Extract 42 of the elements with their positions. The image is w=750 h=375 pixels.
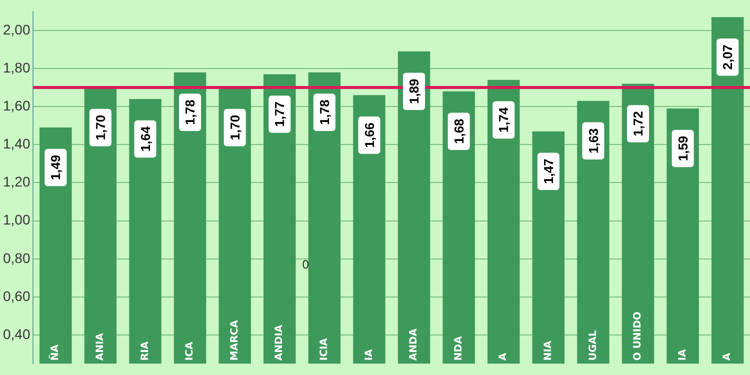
data-label: 1,66: [362, 122, 377, 148]
data-label: 1,49: [48, 154, 64, 180]
y-tick-label: 0,40: [3, 326, 30, 342]
x-tick-label: IA: [364, 348, 375, 361]
x-tick-label: ICIA: [319, 338, 330, 361]
x-tick-label: RIA: [140, 341, 151, 361]
y-tick-label: 1,60: [3, 97, 30, 114]
data-label: 1,77: [272, 102, 288, 127]
x-tick-label: UGAL: [588, 330, 599, 361]
data-label: 1,59: [675, 136, 690, 162]
data-label: 1,68: [451, 118, 466, 144]
y-tick-label: 2,00: [3, 21, 30, 38]
y-tick-label: 0,60: [3, 288, 30, 304]
x-tick-label: ANDA: [408, 328, 420, 361]
x-tick-label: ÑA: [48, 344, 62, 361]
x-tick-label: IA: [677, 348, 688, 361]
y-tick-label: 0,80: [3, 250, 30, 266]
x-tick-label: ICA: [184, 342, 196, 361]
x-tick-label: NIA: [543, 340, 554, 361]
y-tick-label: 1,80: [3, 59, 30, 76]
data-label: 1,47: [540, 158, 556, 184]
data-label: 1,63: [586, 128, 601, 154]
x-tick-label: ANDIA: [274, 324, 286, 361]
x-tick-label: O UNIDO: [632, 312, 644, 361]
data-label: 1,70: [227, 114, 242, 140]
y-tick-label: 1,20: [3, 174, 30, 190]
data-label: 1,78: [182, 100, 198, 125]
y-tick-label: 1,40: [3, 136, 30, 152]
data-label: 2,07: [720, 44, 736, 70]
x-tick-label: MARCA: [229, 320, 240, 361]
data-label: 1,72: [630, 111, 646, 136]
x-tick-label: NDA: [453, 336, 464, 361]
x-tick-label: A: [722, 352, 734, 361]
x-tick-label: A: [498, 352, 510, 361]
data-label: 1,78: [317, 100, 332, 125]
annotation: 0: [302, 258, 310, 272]
x-tick-label: ANIA: [95, 332, 106, 361]
y-tick-label: 1,00: [3, 212, 30, 228]
data-label: 1,74: [496, 106, 512, 133]
data-label: 1,64: [138, 126, 153, 152]
data-label: 1,70: [93, 114, 108, 140]
data-label: 1,89: [406, 78, 422, 104]
